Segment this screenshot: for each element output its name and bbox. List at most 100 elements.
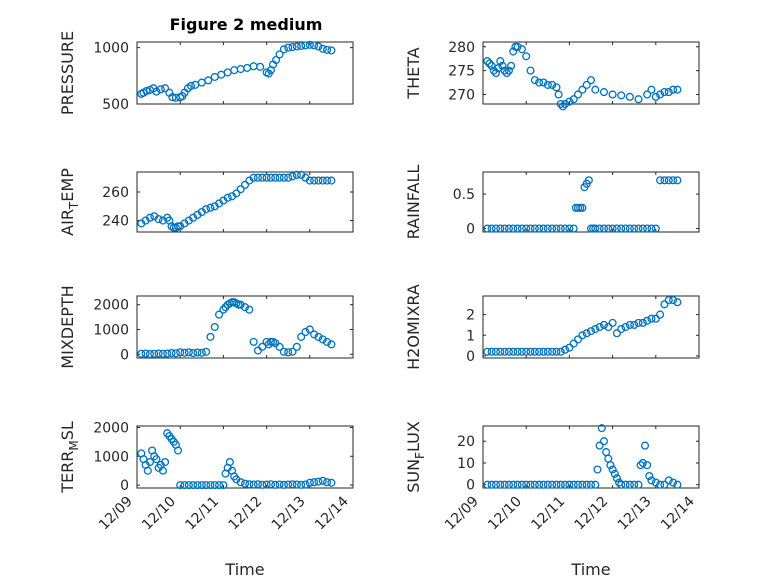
data-point: [604, 224, 613, 233]
data-point: [586, 480, 596, 489]
data-point: [491, 224, 501, 233]
data-point: [504, 480, 513, 489]
data-point: [543, 224, 552, 233]
data-point: [215, 481, 224, 490]
y-axis-label: AIRTEMP: [58, 168, 81, 236]
data-point: [288, 43, 297, 52]
data-point: [569, 224, 578, 233]
data-point: [517, 347, 526, 356]
data-point: [292, 170, 301, 179]
data-point: [272, 55, 281, 65]
data-point: [656, 480, 665, 489]
data-point: [156, 85, 165, 94]
data-point: [288, 172, 297, 181]
y-tick-label: 10: [457, 456, 475, 472]
data-point: [215, 310, 224, 319]
data-point: [593, 465, 602, 474]
data-point: [513, 42, 522, 51]
data-point: [271, 173, 280, 182]
data-point: [634, 318, 643, 327]
y-tick-label: 2000: [93, 420, 129, 436]
subplot-rainfall: 0 0.5 RAINFALL: [404, 165, 700, 240]
data-point: [141, 349, 150, 358]
y-axis-label: RAINFALL: [404, 165, 423, 240]
data-point: [284, 173, 293, 182]
data-point: [483, 57, 492, 66]
data-point: [158, 349, 167, 358]
data-point: [535, 224, 544, 233]
data-point: [617, 91, 626, 100]
data-point: [535, 347, 544, 356]
data-point: [599, 437, 609, 446]
data-point: [193, 481, 202, 490]
data-points: [137, 170, 336, 232]
data-point: [554, 90, 563, 99]
data-point: [586, 76, 596, 85]
data-point: [161, 457, 170, 467]
data-point: [651, 478, 660, 487]
axes-frame: [482, 295, 700, 359]
data-point: [664, 476, 673, 485]
subplot-h2omixra: 0 1 2 H2OMIXRA: [404, 284, 700, 370]
data-point: [496, 480, 505, 489]
data-point: [240, 180, 250, 189]
y-tick-label: 0.5: [453, 187, 475, 203]
data-point: [152, 87, 161, 96]
data-point: [595, 224, 604, 233]
data-point: [591, 480, 600, 489]
data-point: [483, 347, 492, 356]
data-points: [137, 40, 336, 102]
data-point: [240, 303, 250, 312]
data-point: [171, 349, 180, 358]
data-point: [535, 480, 544, 489]
data-point: [327, 478, 336, 487]
y-axis-label-main: AIR: [58, 209, 77, 236]
y-tick-label: 500: [102, 97, 129, 113]
data-point: [498, 61, 507, 70]
data-point: [314, 42, 323, 51]
data-point: [526, 480, 535, 489]
y-tick-label: 2: [466, 308, 475, 324]
data-point: [660, 88, 669, 97]
data-point: [651, 92, 660, 101]
data-point: [673, 85, 682, 94]
data-point: [509, 480, 518, 489]
y-axis-label-main: PRESSURE: [58, 31, 77, 115]
data-point: [318, 44, 327, 53]
data-point: [621, 322, 630, 332]
data-point: [517, 224, 526, 233]
y-tick-label: 1000: [93, 449, 129, 465]
data-point: [504, 66, 513, 75]
data-point: [625, 92, 634, 101]
data-point: [647, 85, 656, 94]
data-point: [595, 441, 604, 450]
data-point: [591, 325, 600, 334]
data-point: [258, 173, 267, 182]
data-point: [539, 78, 548, 87]
data-point: [496, 347, 505, 356]
data-point: [500, 66, 509, 75]
data-points: [483, 176, 682, 233]
data-point: [284, 480, 293, 489]
data-point: [569, 95, 578, 104]
data-point: [640, 441, 650, 450]
data-point: [578, 85, 587, 94]
data-point: [565, 343, 574, 352]
data-point: [561, 99, 570, 109]
data-point: [509, 224, 518, 233]
data-point: [526, 224, 535, 233]
data-point: [595, 322, 604, 332]
data-point: [168, 93, 177, 102]
data-point: [327, 46, 336, 55]
data-point: [314, 332, 323, 341]
data-point: [599, 88, 609, 97]
subplot-theta: 270 275 280 THETA: [404, 40, 700, 111]
data-point: [491, 68, 501, 78]
data-point: [573, 90, 583, 99]
data-point: [137, 349, 146, 358]
data-point: [167, 348, 176, 358]
data-point: [565, 224, 574, 233]
data-point: [489, 66, 498, 75]
data-point: [202, 347, 211, 356]
data-point: [202, 205, 211, 214]
